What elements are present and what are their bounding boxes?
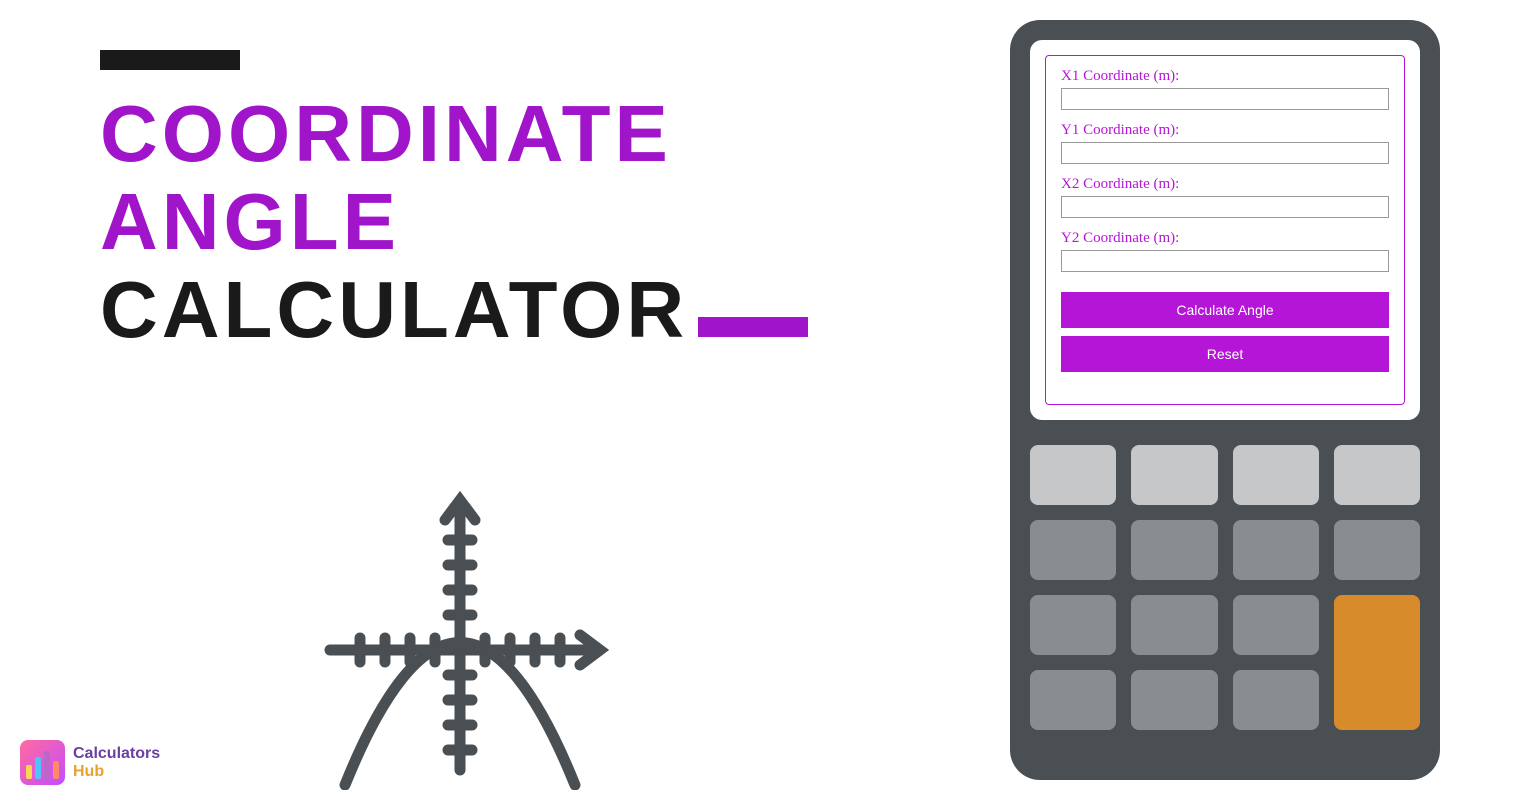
keypad-key[interactable] xyxy=(1233,595,1319,655)
keypad-key[interactable] xyxy=(1030,670,1116,730)
logo-text: Calculators Hub xyxy=(73,745,160,780)
title-underline-accent xyxy=(698,317,808,337)
coordinate-axes-icon xyxy=(300,480,620,795)
brand-logo: Calculators Hub xyxy=(20,740,160,785)
logo-text-line2: Hub xyxy=(73,763,160,781)
keypad-key[interactable] xyxy=(1233,670,1319,730)
y1-label: Y1 Coordinate (m): xyxy=(1061,122,1389,139)
keypad-key[interactable] xyxy=(1030,445,1116,505)
keypad-key[interactable] xyxy=(1334,445,1420,505)
keypad-key[interactable] xyxy=(1131,670,1217,730)
calculator-device: X1 Coordinate (m): Y1 Coordinate (m): X2… xyxy=(1010,20,1440,780)
y1-input[interactable] xyxy=(1061,142,1389,164)
keypad-key[interactable] xyxy=(1131,520,1217,580)
y2-input[interactable] xyxy=(1061,250,1389,272)
x1-input[interactable] xyxy=(1061,88,1389,110)
title-block: Coordinate Angle Calculator xyxy=(100,50,808,354)
reset-button[interactable]: Reset xyxy=(1061,336,1389,372)
calculator-keypad xyxy=(1030,445,1420,730)
coordinate-form: X1 Coordinate (m): Y1 Coordinate (m): X2… xyxy=(1045,55,1405,405)
y2-label: Y2 Coordinate (m): xyxy=(1061,230,1389,247)
x1-label: X1 Coordinate (m): xyxy=(1061,68,1389,85)
keypad-key[interactable] xyxy=(1030,595,1116,655)
keypad-key[interactable] xyxy=(1131,595,1217,655)
x2-input[interactable] xyxy=(1061,196,1389,218)
calculate-button[interactable]: Calculate Angle xyxy=(1061,292,1389,328)
title-line-2: Angle xyxy=(100,178,808,266)
keypad-key[interactable] xyxy=(1233,520,1319,580)
keypad-key[interactable] xyxy=(1030,520,1116,580)
x2-label: X2 Coordinate (m): xyxy=(1061,176,1389,193)
keypad-key[interactable] xyxy=(1233,445,1319,505)
logo-icon xyxy=(20,740,65,785)
logo-text-line1: Calculators xyxy=(73,745,160,763)
keypad-equals-key[interactable] xyxy=(1334,595,1420,730)
keypad-key[interactable] xyxy=(1131,445,1217,505)
keypad-key[interactable] xyxy=(1334,520,1420,580)
title-top-accent-bar xyxy=(100,50,240,70)
title-line-3: Calculator xyxy=(100,265,688,354)
title-line-1: Coordinate xyxy=(100,90,808,178)
calculator-screen: X1 Coordinate (m): Y1 Coordinate (m): X2… xyxy=(1030,40,1420,420)
